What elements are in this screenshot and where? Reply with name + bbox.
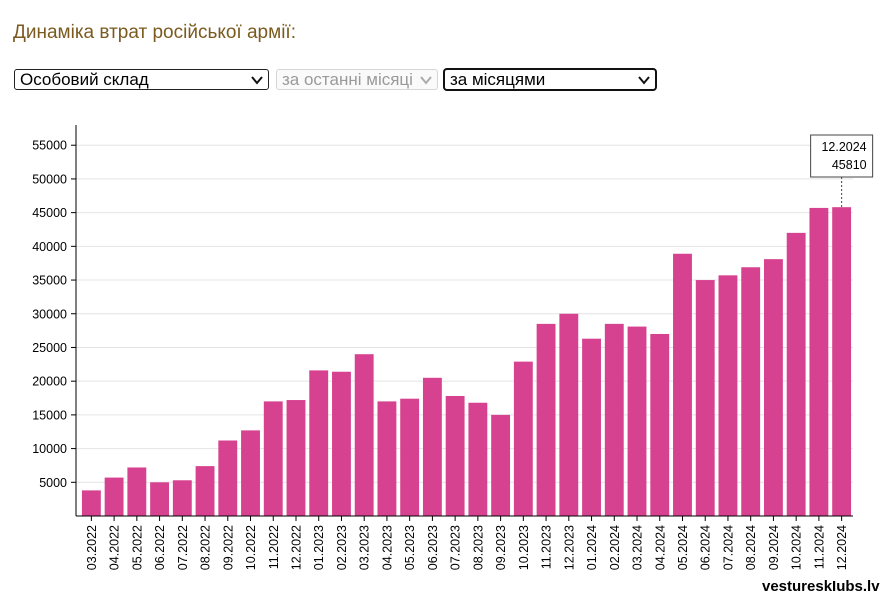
x-tick-label: 11.2023	[540, 525, 554, 569]
y-tick-label: 45000	[32, 206, 67, 220]
y-tick-label: 55000	[32, 139, 67, 153]
chevron-down-icon	[638, 76, 650, 85]
x-tick-label: 03.2023	[358, 525, 372, 570]
x-tick-label: 12.2023	[562, 525, 576, 570]
x-tick-label: 09.2024	[767, 525, 781, 570]
bar[interactable]	[309, 370, 329, 516]
x-tick-label: 11.2022	[267, 525, 281, 569]
bar[interactable]	[263, 401, 283, 516]
x-tick-label: 05.2023	[403, 525, 417, 570]
y-tick-label: 15000	[32, 408, 67, 422]
y-tick-label: 30000	[32, 307, 67, 321]
x-tick-label: 03.2022	[85, 525, 99, 570]
y-tick-label: 50000	[32, 172, 67, 186]
bar[interactable]	[763, 259, 783, 516]
category-select[interactable]: Особовий склад	[14, 69, 269, 90]
bar[interactable]	[832, 207, 852, 516]
bars	[81, 207, 852, 517]
chevron-down-icon	[251, 76, 263, 85]
bar[interactable]	[241, 430, 260, 516]
x-tick-label: 01.2024	[585, 525, 599, 570]
x-tick-label: 05.2024	[676, 525, 690, 570]
x-tick-label: 03.2024	[631, 525, 645, 570]
bar[interactable]	[377, 401, 397, 516]
x-tick-label: 07.2023	[449, 525, 463, 570]
x-tick-label: 10.2023	[517, 525, 531, 570]
y-tick-label: 25000	[32, 341, 67, 355]
bar[interactable]	[127, 467, 147, 516]
page-title: Динаміка втрат російської армії:	[13, 22, 296, 43]
bar[interactable]	[491, 414, 511, 516]
bar[interactable]	[650, 333, 670, 516]
x-tick-label: 07.2024	[721, 525, 735, 570]
period-select-value: за останні місяці	[282, 70, 413, 89]
bar[interactable]	[195, 466, 215, 516]
x-tick-label: 08.2024	[744, 525, 758, 570]
x-tick-label: 11.2024	[812, 525, 826, 569]
bar[interactable]	[582, 338, 601, 516]
grouping-select[interactable]: за місяцями	[443, 68, 657, 91]
y-tick-label: 5000	[39, 476, 67, 490]
tooltip-label: 12.2024	[821, 140, 866, 154]
bar[interactable]	[718, 275, 738, 516]
bar[interactable]	[809, 207, 829, 517]
tooltip: 12.2024 45810	[810, 134, 874, 208]
bar[interactable]	[104, 477, 124, 516]
bar[interactable]	[627, 326, 647, 516]
watermark: vestureskIubs.lv	[762, 578, 880, 595]
x-tick-label: 06.2022	[153, 525, 167, 570]
bar[interactable]	[559, 313, 579, 516]
x-tick-label: 09.2022	[221, 525, 235, 570]
bar[interactable]	[422, 377, 442, 516]
x-tick-label: 12.2022	[289, 525, 303, 570]
tooltip-value: 45810	[832, 158, 867, 172]
x-tick-label: 06.2024	[699, 525, 713, 570]
bar[interactable]	[513, 361, 533, 516]
x-tick-label: 04.2022	[108, 525, 122, 570]
y-tick-label: 20000	[32, 375, 67, 389]
bar[interactable]	[468, 402, 488, 516]
x-tick-label: 10.2024	[790, 525, 804, 570]
x-tick-label: 05.2022	[130, 525, 144, 570]
tooltip-box	[810, 134, 874, 178]
x-tick-label: 07.2022	[176, 525, 190, 570]
x-tick-label: 04.2023	[380, 525, 394, 570]
x-tick-label: 04.2024	[653, 525, 667, 570]
x-tick-label: 06.2023	[426, 525, 440, 570]
bar[interactable]	[400, 398, 420, 516]
bar[interactable]	[332, 371, 351, 516]
x-tick-label: 08.2022	[199, 525, 213, 570]
bar[interactable]	[172, 480, 192, 516]
bar[interactable]	[741, 267, 761, 516]
bar[interactable]	[286, 400, 306, 516]
bar[interactable]	[218, 440, 238, 516]
x-tick-label: 08.2023	[471, 525, 485, 570]
bar[interactable]	[695, 280, 715, 516]
y-tick-label: 35000	[32, 274, 67, 288]
bar[interactable]	[445, 396, 465, 516]
x-tick-label: 02.2024	[608, 525, 622, 570]
bar[interactable]	[604, 323, 624, 516]
x-tick-label: 12.2024	[835, 525, 849, 570]
period-select[interactable]: за останні місяці	[276, 69, 438, 90]
x-tick-label: 02.2023	[335, 525, 349, 570]
category-select-value: Особовий склад	[20, 70, 149, 89]
bar[interactable]	[354, 354, 374, 516]
y-tick-label: 10000	[32, 442, 67, 456]
bar[interactable]	[81, 490, 101, 516]
axes: 5000 10000 15000 20000 25000 30000 35000 40000 4…	[32, 125, 853, 570]
bar[interactable]	[150, 482, 170, 516]
bar[interactable]	[673, 253, 692, 516]
bar[interactable]	[536, 323, 556, 516]
x-tick-label: 09.2023	[494, 525, 508, 570]
x-tick-label: 10.2022	[244, 525, 258, 570]
x-tick-label: 01.2023	[312, 525, 326, 570]
y-tick-label: 40000	[32, 240, 67, 254]
bar[interactable]	[786, 232, 806, 517]
chevron-down-icon	[420, 76, 432, 85]
grouping-select-value: за місяцями	[450, 70, 546, 89]
